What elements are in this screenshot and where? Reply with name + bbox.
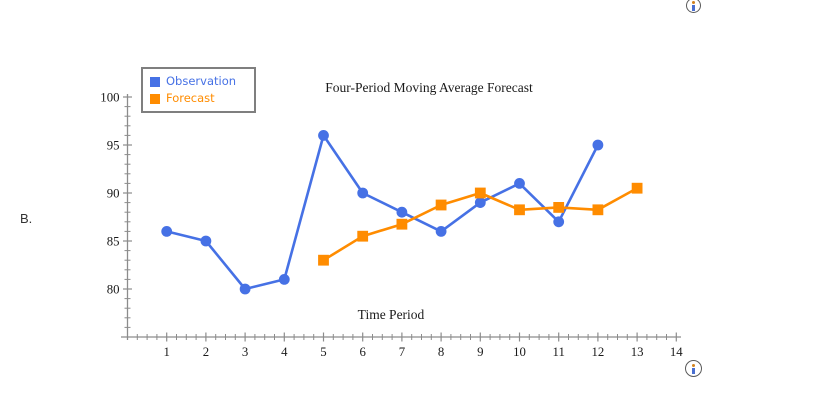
observation-point: [435, 226, 447, 237]
x-tick-label: 1: [163, 345, 169, 359]
observation-point: [553, 216, 565, 228]
forecast-point: [514, 204, 525, 216]
info-icon[interactable]: [685, 360, 702, 377]
y-tick-label: 100: [100, 91, 119, 105]
info-icon[interactable]: [686, 0, 701, 13]
x-tick-label: 14: [670, 345, 683, 359]
info-icon-stem: [692, 367, 695, 374]
legend-item-observation: Observation: [150, 75, 246, 88]
observation-line: [165, 134, 600, 291]
legend-item-forecast: Forecast: [150, 92, 246, 105]
chart-title: Four-Period Moving Average Forecast: [325, 80, 533, 95]
x-tick-label: 12: [592, 345, 605, 359]
info-icon-dot: [692, 0, 695, 4]
x-tick-label: 10: [513, 345, 526, 359]
x-tick-label: 3: [242, 345, 248, 359]
forecast-point: [631, 182, 643, 194]
y-tick-label: 95: [107, 139, 120, 153]
observation-point: [161, 226, 173, 237]
observation-point: [514, 178, 525, 189]
y-tick-label: 90: [107, 187, 120, 201]
forecast-point: [592, 204, 604, 216]
observation-point: [318, 130, 329, 141]
x-tick-label: 7: [399, 345, 406, 359]
forecast-point: [553, 202, 565, 213]
forecast-point: [435, 199, 447, 211]
legend-swatch-observation: [150, 76, 160, 87]
observation-point: [239, 283, 251, 295]
x-tick-label: 9: [477, 345, 483, 359]
observation-point: [357, 187, 369, 199]
y-tick-label: 85: [107, 235, 120, 249]
observation-point: [592, 139, 604, 151]
forecast-point: [357, 230, 369, 242]
observation-point: [396, 206, 408, 218]
x-tick-label: 8: [438, 345, 444, 359]
observation-point: [200, 235, 212, 247]
legend: Observation Forecast: [141, 67, 256, 113]
observation-point: [474, 197, 486, 209]
info-icon-dot: [692, 363, 695, 367]
forecast-point: [396, 218, 408, 230]
x-tick-label: 5: [320, 345, 326, 359]
x-tick-label: 2: [203, 345, 209, 359]
legend-swatch-forecast: [150, 93, 160, 104]
x-tick-label: 6: [359, 345, 366, 359]
x-tick-label: 4: [281, 345, 288, 359]
legend-label-forecast: Forecast: [166, 91, 215, 105]
question-part-label: B.: [20, 211, 33, 226]
legend-label-observation: Observation: [166, 74, 237, 88]
forecast-point: [318, 254, 329, 266]
x-tick-label: 13: [631, 345, 644, 359]
y-tick-label: 80: [107, 283, 120, 297]
x-tick-label: 11: [553, 345, 565, 359]
forecast-point: [474, 187, 486, 199]
observation-point: [278, 274, 290, 285]
x-axis-title: Time Period: [358, 307, 425, 322]
info-icon-stem: [692, 4, 695, 11]
